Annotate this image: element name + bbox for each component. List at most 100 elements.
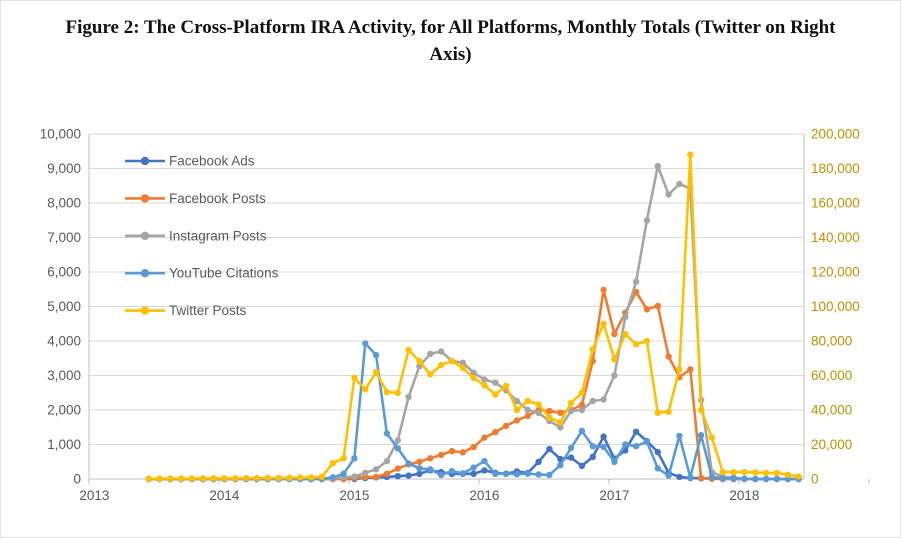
- series-marker-facebook-posts: [394, 465, 401, 472]
- series-marker-facebook-posts: [383, 470, 391, 477]
- series-marker-twitter-posts: [589, 346, 596, 353]
- y-axis-right-labels: 0 20,000 40,000 60,000 80,000 100,000 120,000 1…: [811, 127, 860, 487]
- series-marker-instagram-posts: [632, 278, 640, 285]
- series-marker-youtube-citations: [535, 471, 542, 478]
- series-marker-facebook-ads: [578, 462, 586, 470]
- series-marker-facebook-ads: [416, 470, 423, 477]
- series-marker-twitter-posts: [567, 399, 575, 406]
- y-axis-left-label: 0: [73, 472, 81, 487]
- legend-marker-youtube-citations: [140, 269, 150, 278]
- series-marker-twitter-posts: [524, 397, 531, 405]
- legend-label-youtube-citations: YouTube Citations: [169, 266, 279, 281]
- series-marker-twitter-posts: [708, 434, 716, 441]
- series-marker-twitter-posts: [297, 474, 304, 481]
- series-marker-facebook-posts: [578, 401, 586, 408]
- series-marker-facebook-posts: [600, 286, 607, 294]
- series-marker-twitter-posts: [513, 406, 521, 414]
- y-axis-left-labels: 0 1,000 2,000 3,000 4,000 5,000 6,000 7,000 8,00…: [40, 127, 81, 487]
- series-marker-twitter-posts: [242, 474, 250, 482]
- x-axis-label: 2018: [729, 488, 759, 503]
- series-marker-facebook-posts: [557, 409, 564, 416]
- series-marker-facebook-ads: [481, 467, 488, 474]
- series-marker-twitter-posts: [177, 475, 185, 482]
- series-marker-youtube-citations: [719, 475, 726, 482]
- series-marker-facebook-ads: [546, 445, 553, 453]
- series-marker-youtube-citations: [427, 466, 434, 473]
- series-marker-facebook-posts: [687, 366, 694, 373]
- legend-marker-facebook-ads: [140, 156, 150, 166]
- series-marker-twitter-posts: [416, 357, 423, 365]
- series-marker-youtube-citations: [708, 473, 716, 481]
- series-marker-instagram-posts: [492, 379, 499, 386]
- series-marker-youtube-citations: [730, 475, 737, 482]
- series-marker-facebook-posts: [611, 330, 618, 338]
- series-marker-facebook-posts: [524, 412, 531, 420]
- y-axis-right-label: 0: [811, 472, 819, 487]
- series-marker-facebook-posts: [492, 428, 499, 436]
- series-marker-twitter-posts: [632, 341, 640, 348]
- y-axis-right-label: 60,000: [811, 368, 852, 383]
- legend-label-twitter-posts: Twitter Posts: [169, 303, 247, 318]
- series-marker-twitter-posts: [318, 473, 326, 481]
- series-marker-instagram-posts: [557, 424, 564, 431]
- series-marker-twitter-posts: [405, 346, 412, 354]
- series-marker-instagram-posts: [654, 162, 661, 170]
- y-axis-left-label: 8,000: [47, 196, 81, 211]
- series-marker-twitter-posts: [372, 368, 380, 376]
- y-axis-left-label: 3,000: [47, 368, 81, 383]
- series-marker-twitter-posts: [459, 364, 466, 372]
- series-marker-twitter-posts: [275, 474, 282, 482]
- series-marker-facebook-posts: [513, 417, 521, 424]
- series-marker-youtube-citations: [632, 443, 640, 450]
- series-marker-youtube-citations: [654, 465, 661, 472]
- legend-label-facebook-posts: Facebook Posts: [169, 191, 266, 206]
- series-marker-twitter-posts: [665, 408, 672, 415]
- legend: Facebook Ads Facebook Posts Instagram Post…: [125, 154, 279, 318]
- series-marker-twitter-posts: [676, 366, 683, 373]
- series-twitter-posts: [145, 151, 802, 482]
- series-marker-twitter-posts: [687, 151, 694, 158]
- y-axis-left-label: 2,000: [47, 403, 81, 418]
- legend-label-instagram-posts: Instagram Posts: [169, 228, 267, 243]
- series-marker-twitter-posts: [502, 382, 510, 390]
- series-marker-youtube-citations: [773, 475, 781, 483]
- series-marker-youtube-citations: [752, 475, 759, 483]
- series-marker-youtube-citations: [394, 445, 401, 452]
- series-marker-twitter-posts: [167, 475, 174, 482]
- series-marker-instagram-posts: [383, 457, 391, 465]
- series-marker-twitter-posts: [643, 337, 651, 345]
- series-marker-instagram-posts: [567, 407, 575, 415]
- legend-label-facebook-ads: Facebook Ads: [169, 154, 255, 169]
- legend-item-facebook-posts: Facebook Posts: [125, 191, 266, 206]
- series-marker-twitter-posts: [307, 474, 315, 481]
- y-axis-right-label: 140,000: [811, 230, 860, 245]
- series-marker-youtube-citations: [437, 471, 445, 479]
- series-marker-twitter-posts: [611, 356, 618, 363]
- series-marker-instagram-posts: [535, 409, 542, 416]
- series-marker-youtube-citations: [405, 460, 412, 467]
- series-marker-twitter-posts: [697, 406, 705, 414]
- legend-marker-twitter-posts: [140, 306, 150, 315]
- series-marker-youtube-citations: [697, 432, 705, 439]
- series-marker-twitter-posts: [145, 475, 152, 482]
- series-marker-instagram-posts: [470, 369, 477, 376]
- y-axis-right-label: 20,000: [811, 437, 852, 452]
- series-marker-twitter-posts: [481, 382, 488, 389]
- series-marker-twitter-posts: [470, 374, 477, 382]
- y-axis-left-label: 5,000: [47, 299, 81, 314]
- series-marker-facebook-ads: [632, 428, 640, 435]
- legend-marker-instagram-posts: [140, 231, 150, 240]
- series-marker-twitter-posts: [286, 474, 293, 481]
- series-marker-facebook-ads: [535, 458, 542, 465]
- series-marker-instagram-posts: [524, 406, 531, 414]
- series-marker-twitter-posts: [264, 474, 271, 482]
- series-marker-twitter-posts: [221, 475, 228, 482]
- series-marker-facebook-ads: [654, 448, 661, 456]
- series-marker-twitter-posts: [784, 471, 791, 478]
- series-marker-youtube-citations: [741, 475, 748, 482]
- y-axis-left-label: 10,000: [40, 127, 81, 142]
- series-marker-youtube-citations: [362, 340, 369, 347]
- series-marker-youtube-citations: [459, 470, 466, 477]
